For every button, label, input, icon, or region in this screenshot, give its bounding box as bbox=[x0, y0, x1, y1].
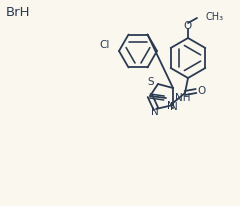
Text: O: O bbox=[197, 86, 205, 96]
Text: N: N bbox=[170, 102, 178, 112]
Text: O: O bbox=[184, 21, 192, 31]
Text: N: N bbox=[167, 101, 175, 111]
Text: Cl: Cl bbox=[100, 40, 110, 50]
Text: N: N bbox=[151, 107, 159, 117]
Text: BrH: BrH bbox=[6, 6, 30, 19]
Text: S: S bbox=[148, 77, 154, 87]
Text: NH: NH bbox=[175, 93, 191, 103]
Text: CH₃: CH₃ bbox=[205, 12, 223, 22]
